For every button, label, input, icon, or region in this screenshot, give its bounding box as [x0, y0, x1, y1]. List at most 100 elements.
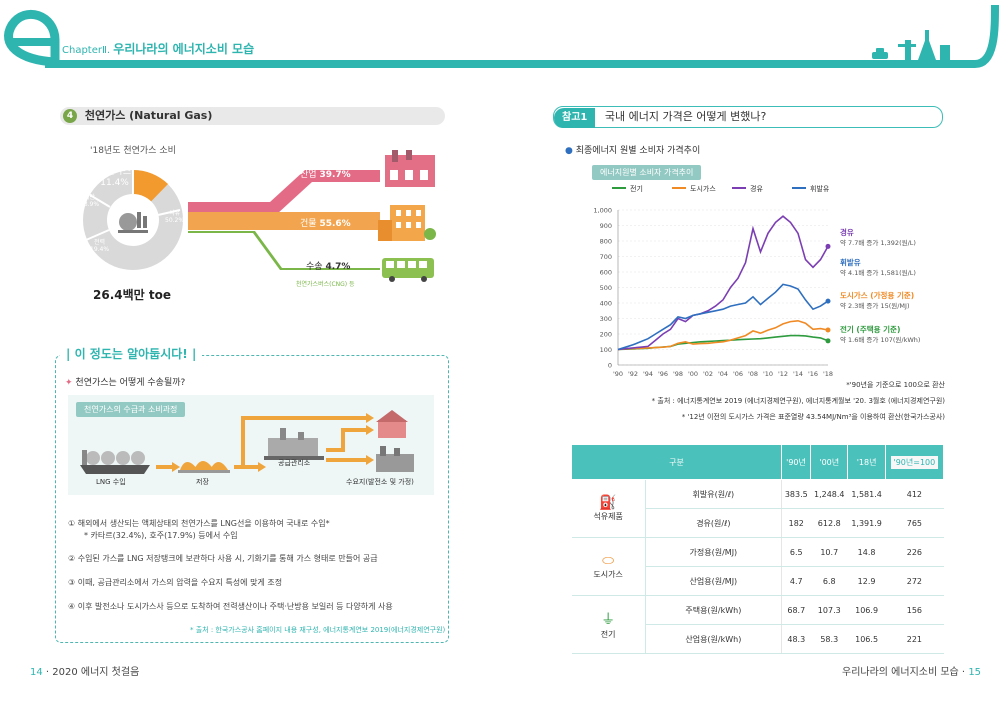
ref-badge: 참고1 — [554, 108, 596, 128]
y-tick-label: 900 — [600, 222, 612, 230]
page-number-right: 15 — [968, 667, 982, 678]
end-label-desc: 약 1.6배 증가 107(원/kWh) — [840, 335, 920, 344]
supply-center-icon — [264, 428, 324, 460]
legend-label: 경유 — [750, 184, 763, 193]
y-tick-label: 200 — [600, 331, 612, 339]
x-tick-label: '10 — [763, 370, 773, 378]
series-line-도시가스 — [617, 319, 829, 351]
y-tick-label: 700 — [600, 253, 612, 261]
process-label-storage: 저장 — [196, 478, 209, 486]
flow-industry — [188, 170, 380, 214]
y-tick-label: 100 — [600, 346, 612, 354]
end-label-name: 경유 — [840, 227, 854, 237]
tip-box-title: | 이 정도는 알아둡시다! | — [60, 345, 203, 362]
table-header-00: '00년 — [810, 444, 849, 480]
ref-title: 국내 에너지 가격은 어떻게 변했나? — [604, 110, 767, 123]
chart-note-2: * 출처 : 에너지통계연보 2019 (에너지경제연구원), 에너지통계월보 … — [651, 397, 945, 405]
process-label-consumer: 수요지(발전소 및 가정) — [346, 478, 414, 486]
y-tick-label: 0 — [608, 362, 612, 370]
end-label-name: 휘발유 — [840, 257, 861, 267]
y-tick-label: 400 — [600, 300, 612, 308]
table-row: ⏚ 전기 주택용(원/kWh) 68.7 107.3 106.9 156 — [571, 595, 944, 654]
bus-icon — [382, 258, 434, 282]
series-line-경유 — [617, 215, 829, 351]
process-tag: 천연가스의 수급과 소비과정 — [76, 402, 186, 417]
legend-label: 도시가스 — [690, 184, 716, 193]
chart-note-1: *'90년을 기준으로 100으로 환산 — [846, 381, 945, 389]
legend-label: 전기 — [630, 184, 643, 193]
lng-ship-icon — [80, 450, 150, 474]
flow-transport-sub: 천연가스버스(CNG) 등 — [296, 281, 355, 288]
car-icon — [872, 48, 888, 59]
table-group-oil: ⛽ 석유제품 — [571, 479, 646, 538]
gas-plant-icon — [118, 212, 148, 233]
fuel-pump-icon: ⛽ — [599, 495, 617, 511]
end-label-desc: 약 7.7배 증가 1,392(원/L) — [840, 238, 916, 247]
chart-note-3: * '12년 이전의 도시가스 가격은 표준열량 43.54MJ/Nm³을 이용… — [681, 413, 945, 421]
x-tick-label: '94 — [643, 370, 653, 378]
x-tick-label: '02 — [703, 370, 713, 378]
x-tick-label: '12 — [778, 370, 788, 378]
ref-title-bar: 참고1 국내 에너지 가격은 어떻게 변했나? — [553, 106, 943, 128]
chapter-heading: ChapterⅡ. 우리나라의 에너지소비 모습 — [62, 40, 254, 57]
price-trend-chart: 전기 도시가스 경유 휘발유01002003004005006007008009001… — [593, 184, 920, 378]
table-row: 경유(원/ℓ) 182 612.8 1,391.9 765 — [572, 508, 944, 538]
x-tick-label: '08 — [748, 370, 758, 378]
y-tick-label: 500 — [600, 284, 612, 292]
y-tick-label: 600 — [600, 269, 612, 277]
tip-question: ✦ 천연가스는 어떻게 수송될까? — [65, 378, 186, 388]
x-tick-label: '06 — [733, 370, 743, 378]
note-1-sub: * 카타르(32.4%), 호주(17.9%) 등에서 수입 — [84, 531, 238, 540]
donut-label-oil: 석유 50.2% — [165, 210, 185, 224]
y-tick-label: 800 — [600, 238, 612, 246]
footer-left: 14 · 2020 에너지 첫걸음 — [30, 667, 140, 678]
factory-icon — [385, 150, 435, 187]
flow-label-transport: 수송 4.7% — [306, 262, 351, 272]
x-tick-label: '96 — [658, 370, 668, 378]
table-header-90: '90년 — [780, 444, 812, 480]
table-row: 산업용(원/MJ) 4.7 6.8 12.9 272 — [572, 566, 944, 596]
tip-box — [55, 355, 449, 643]
x-tick-label: '18 — [823, 370, 833, 378]
series-end-point — [825, 298, 831, 304]
chart-tag: 에너지원별 소비자 가격추이 — [592, 165, 702, 180]
series-end-point — [825, 327, 831, 333]
donut-caption: '18년도 천연가스 소비 — [90, 146, 176, 156]
table-header-category: 구분 — [571, 444, 782, 480]
flow-transport — [188, 231, 380, 270]
oil-pump-icon — [898, 30, 950, 60]
note-3: ③ 이때, 공급관리소에서 가스의 압력을 수요지 특성에 맞게 조정 — [68, 578, 283, 587]
flow-label-building: 건물 55.6% — [300, 219, 351, 229]
donut-total: 26.4백만 toe — [93, 288, 171, 302]
plug-icon: ⏚ — [601, 612, 616, 628]
table-row: ⛽ 석유제품 휘발유(원/ℓ) 383.5 1,248.4 1,581.4 412 — [571, 479, 944, 538]
series-line-휘발유 — [617, 283, 829, 351]
diamond-icon: ✦ — [65, 378, 73, 388]
table-row: ⬭ 도시가스 가정용(원/MJ) 6.5 10.7 14.8 226 — [571, 537, 944, 596]
footer-right: 우리나라의 에너지소비 모습 · 15 — [842, 667, 982, 678]
consumer-icon — [376, 410, 414, 472]
end-label-name: 전기 (주택용 기준) — [840, 324, 900, 334]
series-end-point — [825, 243, 831, 249]
note-1: ① 해외에서 생산되는 액체상태의 천연가스를 LNG선을 이용하여 국내로 수… — [68, 519, 330, 528]
x-tick-label: '92 — [628, 370, 638, 378]
note-2: ② 수입된 가스를 LNG 저장탱크에 보관하다 사용 시, 기화기를 통해 가… — [68, 554, 378, 563]
x-tick-label: '04 — [718, 370, 728, 378]
chapter-logo-e — [4, 9, 60, 67]
y-tick-label: 1,000 — [593, 207, 612, 215]
chapter-title: 우리나라의 에너지소비 모습 — [113, 42, 255, 56]
series-end-point — [825, 338, 831, 344]
process-label-center: 공급관리소 — [278, 459, 311, 467]
gas-cylinder-icon: ⬭ — [602, 553, 615, 569]
process-label-lng: LNG 수입 — [96, 478, 126, 486]
flow-label-industry: 산업 39.7% — [300, 170, 351, 180]
page-number-left: 14 — [30, 667, 43, 678]
donut-label-power: 전력 19.4% — [90, 239, 110, 253]
x-tick-label: '98 — [673, 370, 683, 378]
table-header-index: '90년=100 — [884, 444, 945, 480]
storage-tank-icon — [178, 461, 230, 473]
process-diagram — [80, 410, 414, 474]
building-icon — [378, 205, 436, 241]
chart-bullet: ● 최종에너지 원별 소비자 가격추이 — [565, 146, 701, 156]
table-group-electric: ⏚ 전기 — [571, 595, 646, 654]
